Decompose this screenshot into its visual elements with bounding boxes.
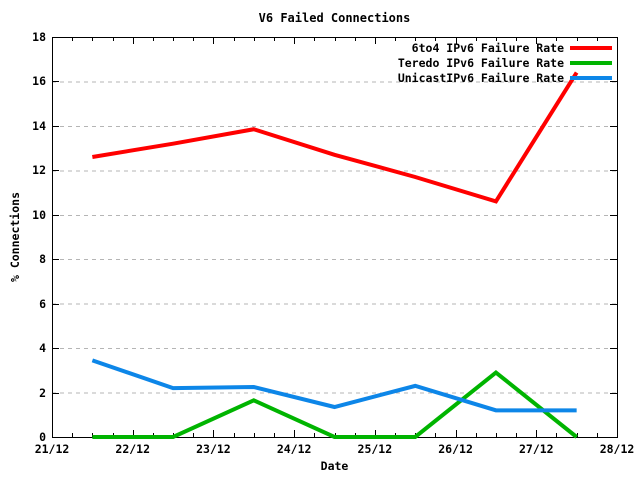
y-tick-label: 12 [32, 163, 46, 178]
legend-label: UnicastIPv6 Failure Rate [397, 71, 564, 85]
legend-label: Teredo IPv6 Failure Rate [397, 56, 564, 70]
x-tick-label: 21/12 [34, 442, 70, 456]
x-tick-label: 27/12 [518, 442, 554, 456]
y-tick-label: 16 [32, 74, 46, 89]
x-tick-label: 22/12 [115, 442, 151, 456]
y-tick-label: 2 [39, 385, 46, 400]
y-axis-label: % Connections [8, 191, 22, 283]
legend-row: 6to4 IPv6 Failure Rate [398, 41, 612, 55]
legend-label: 6to4 IPv6 Failure Rate [411, 41, 564, 55]
legend-line-sample [570, 76, 612, 80]
x-tick-label: 26/12 [438, 442, 473, 456]
x-tick-label: 24/12 [276, 442, 312, 456]
y-tick-label: 0 [39, 430, 46, 444]
series-line-0 [92, 71, 579, 204]
legend-row: Teredo IPv6 Failure Rate [398, 56, 612, 70]
y-tick-label: 14 [32, 118, 46, 133]
legend: 6to4 IPv6 Failure Rate Teredo IPv6 Failur… [398, 41, 612, 86]
legend-line-sample [570, 46, 612, 50]
y-tick-label: 18 [32, 30, 46, 44]
series-line-2 [91, 358, 577, 413]
x-tick-label: 23/12 [196, 442, 231, 456]
series-line-1 [92, 369, 578, 439]
x-tick-label: 28/12 [599, 442, 635, 456]
chart-title: V6 Failed Connections [258, 11, 411, 25]
legend-line-sample [570, 61, 612, 65]
x-tick-label: 25/12 [357, 442, 393, 456]
y-tick-label: 6 [39, 296, 46, 311]
legend-row: UnicastIPv6 Failure Rate [398, 71, 612, 85]
x-axis-label: Date [320, 459, 349, 473]
y-tick-label: 8 [39, 252, 46, 267]
y-tick-label: 4 [39, 341, 46, 356]
y-tick-label: 10 [32, 207, 46, 222]
